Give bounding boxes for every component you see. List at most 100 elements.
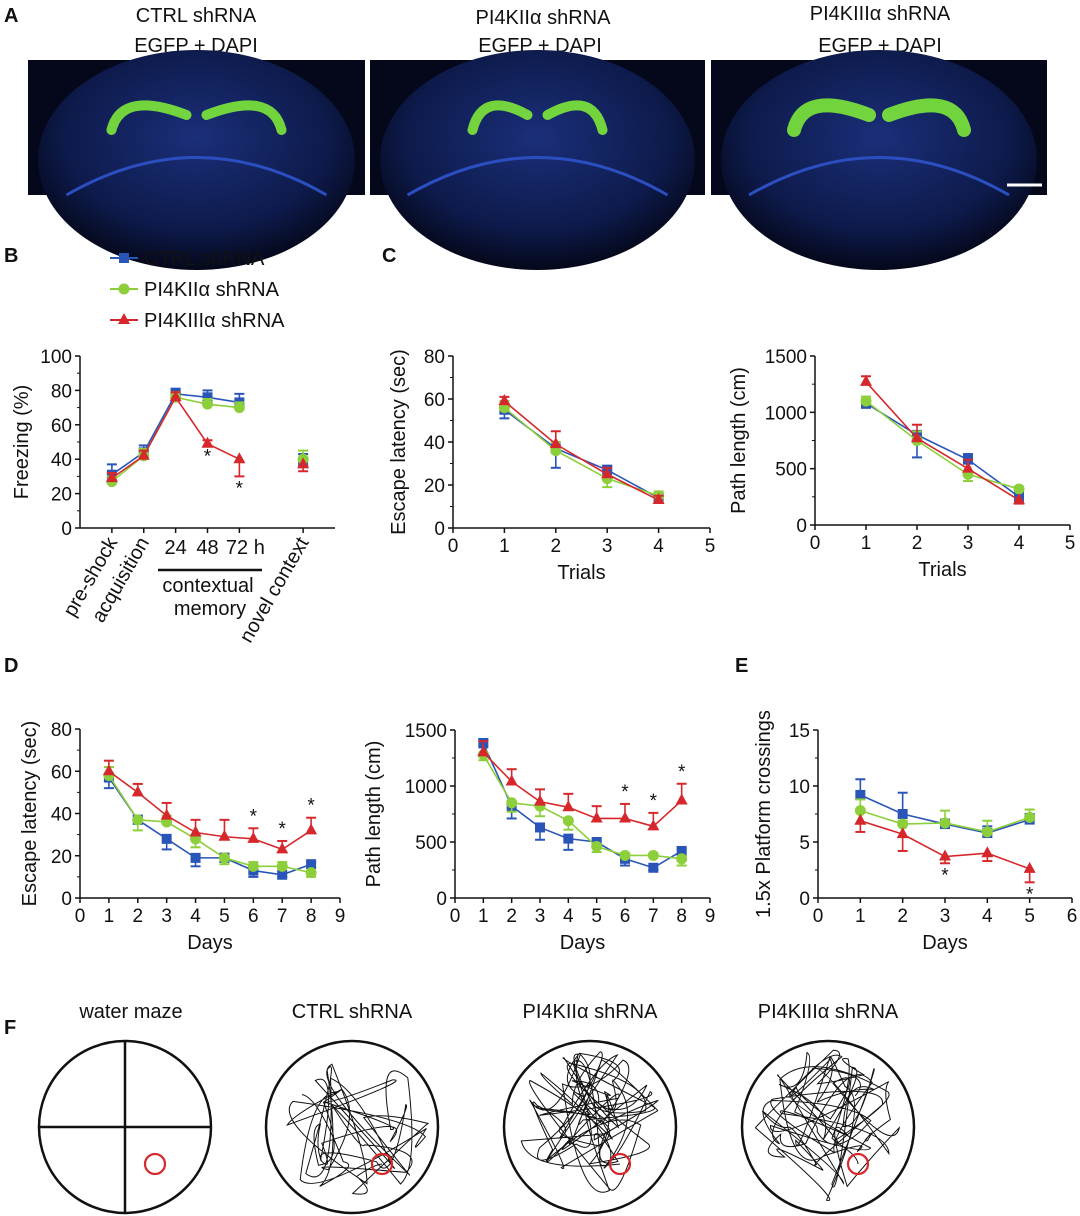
memory-label: memory (174, 598, 246, 620)
circle-marker (247, 860, 259, 872)
image-subtitle-pi4k2a: EGFP + DAPI (478, 35, 602, 57)
significance-asterisk: * (941, 865, 949, 886)
square-marker (277, 869, 288, 880)
brain-tissue (38, 50, 355, 270)
y-axis-label: 1.5x Platform crossings (753, 710, 775, 918)
circle-marker (981, 826, 993, 838)
x-tick-label: 3 (161, 906, 172, 927)
y-tick-label: 60 (51, 762, 72, 783)
series-2 (105, 390, 310, 483)
series-line (482, 751, 683, 828)
legend: CTRL shRNA PI4KIIα shRNA PI4KIIIα shRNA (110, 248, 285, 332)
chart-e: 0 5 10 15 0 1 2 3 4 5 6 1.5x Platform crossings Days… (753, 710, 1077, 954)
y-tick-label: 20 (424, 476, 445, 497)
y-tick-label: 60 (51, 416, 72, 437)
series-line (865, 381, 1020, 501)
x-category-label: 48 (196, 537, 218, 559)
panel-label-e: E (735, 655, 748, 677)
significance-asterisk: * (621, 782, 629, 803)
x-axis-label: Trials (557, 562, 605, 584)
x-tick-label: 3 (963, 533, 974, 554)
series-0 (499, 404, 664, 503)
egfp-hippocampus-left (467, 100, 533, 135)
platform-location (143, 1152, 167, 1176)
circle-marker (132, 814, 144, 826)
maze-title: PI4KIIIα shRNA (758, 1001, 899, 1023)
panel-f: water maze CTRL shRNA PI4KIIα shRNA PI4KIII… (37, 1001, 916, 1215)
x-tick-label: 5 (1065, 533, 1076, 554)
y-tick-label: 500 (415, 833, 447, 854)
y-tick-label: 0 (436, 889, 447, 910)
square-marker (535, 822, 545, 833)
triangle-marker (1013, 493, 1025, 505)
y-tick-label: 80 (424, 347, 445, 368)
circle-marker (233, 402, 245, 414)
y-tick-label: 1500 (765, 347, 807, 368)
chart-c1: 0 20 40 60 80 0 1 2 3 4 5 Escape latency (sec) Trial… (388, 347, 715, 584)
pool-outline (740, 1039, 916, 1215)
x-tick-label: 1 (478, 906, 489, 927)
square-marker (306, 859, 317, 870)
significance-asterisk: * (279, 819, 287, 840)
triangle-marker (201, 436, 214, 448)
x-tick-label: 0 (810, 533, 821, 554)
square-marker (119, 253, 129, 263)
panel-label-f: F (4, 1017, 16, 1039)
x-category-label: 72 h (226, 537, 265, 559)
triangle-marker (860, 374, 872, 386)
x-tick-label: 8 (306, 906, 317, 927)
triangle-marker (1023, 861, 1036, 873)
y-tick-label: 1000 (405, 777, 447, 798)
circle-marker (218, 852, 230, 864)
y-tick-label: 80 (51, 381, 72, 402)
square-marker (202, 392, 213, 403)
y-tick-label: 5 (799, 833, 810, 854)
x-tick-label: 2 (551, 536, 562, 557)
triangle-marker (647, 819, 660, 831)
x-axis-label: Trials (918, 559, 966, 581)
triangle-marker (590, 811, 603, 823)
significance-asterisk: * (1026, 884, 1034, 905)
series-line (503, 409, 659, 499)
y-tick-label: 40 (424, 433, 445, 454)
image-subtitle-pi4k3a: EGFP + DAPI (818, 35, 942, 57)
significance-asterisk: * (236, 478, 244, 499)
circle-marker (854, 805, 866, 817)
series-2 (860, 374, 1025, 505)
x-tick-label: 5 (591, 906, 602, 927)
brain-section-image (28, 50, 365, 270)
platform-location (370, 1152, 394, 1176)
dapi-structure (748, 156, 1010, 197)
circle-marker (619, 849, 631, 861)
x-tick-label: 9 (705, 906, 716, 927)
series-line (111, 396, 240, 483)
y-tick-label: 0 (796, 516, 807, 537)
x-tick-label: 1 (861, 533, 872, 554)
x-tick-label: 5 (705, 536, 716, 557)
triangle-marker (118, 313, 130, 324)
x-tick-label: 8 (676, 906, 687, 927)
square-marker (161, 833, 172, 844)
y-tick-label: 10 (789, 777, 810, 798)
y-tick-label: 60 (424, 390, 445, 411)
triangle-marker (498, 394, 511, 406)
legend-item: CTRL shRNA (110, 248, 265, 270)
egfp-hippocampus-left (106, 100, 192, 135)
x-tick-label: 5 (1024, 906, 1035, 927)
y-tick-label: 0 (799, 889, 810, 910)
y-axis-label: Escape latency (sec) (388, 349, 410, 535)
triangle-marker (896, 827, 909, 839)
circle-marker (591, 840, 603, 852)
significance-asterisk: * (307, 796, 315, 817)
legend-item: PI4KIIIα shRNA (110, 310, 285, 332)
series-1 (477, 749, 688, 867)
x-tick-label: 1 (855, 906, 866, 927)
panel-label-c: C (382, 245, 396, 267)
legend-label: PI4KIIα shRNA (144, 279, 280, 301)
x-tick-label: 3 (940, 906, 951, 927)
triangle-marker (189, 825, 202, 837)
triangle-marker (160, 808, 173, 820)
x-tick-label: 1 (499, 536, 510, 557)
